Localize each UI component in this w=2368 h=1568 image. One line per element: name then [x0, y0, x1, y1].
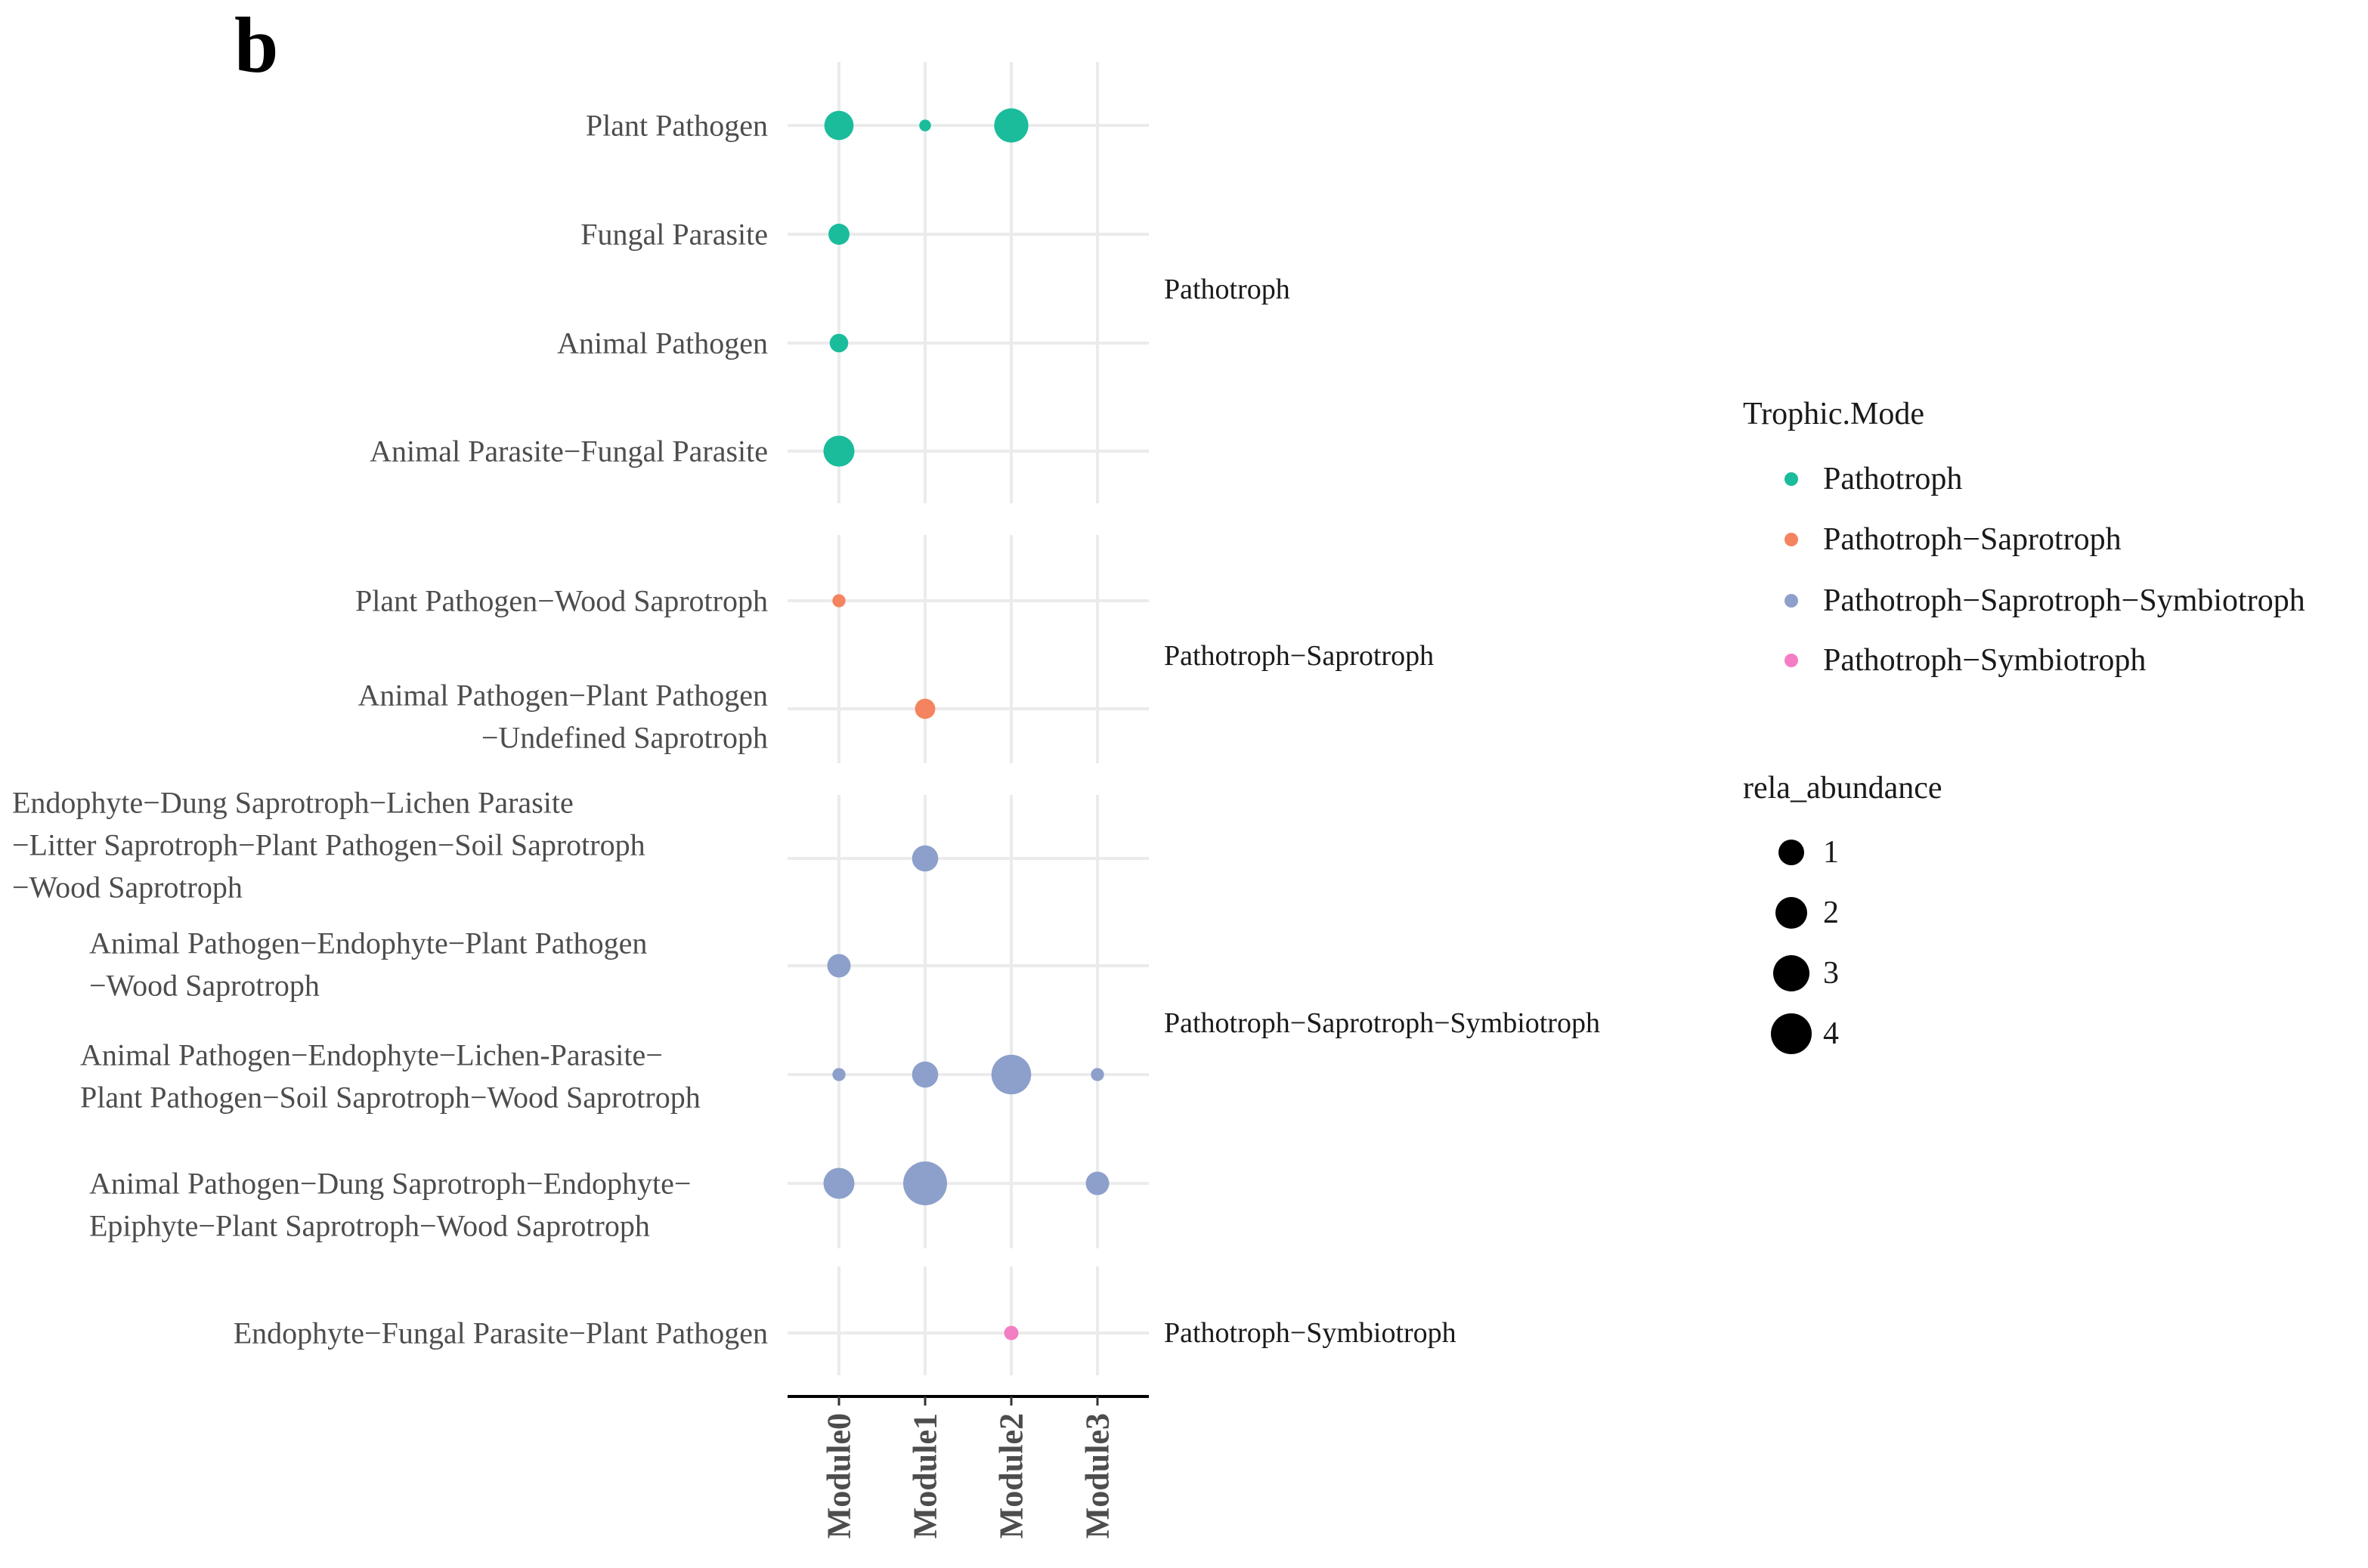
row-label: Animal Pathogen: [557, 326, 768, 360]
data-point: [903, 1161, 947, 1205]
row-label: Fungal Parasite: [580, 218, 768, 252]
legend-size-key: [1778, 840, 1804, 865]
x-axis: Module0 Module1 Module2 Module3: [788, 1395, 1149, 1539]
data-point: [915, 698, 936, 719]
trophic-mode-legend: Trophic.Mode Pathotroph Pathotroph−Saprotr…: [1743, 397, 2305, 678]
row-label: Animal Pathogen−Endophyte−Lichen-Parasit…: [80, 1038, 663, 1072]
row-label: Epiphyte−Plant Saprotroph−Wood Saprotrop…: [89, 1209, 650, 1243]
data-point: [991, 1054, 1032, 1095]
x-tick-label: Module1: [907, 1413, 944, 1539]
data-point: [919, 119, 931, 131]
row-label: Endophyte−Fungal Parasite−Plant Pathogen: [234, 1316, 768, 1350]
legend-color-key: [1785, 654, 1798, 667]
legend-color-label: Pathotroph−Saprotroph: [1823, 522, 2122, 557]
facet-label: Pathotroph−Saprotroph−Symbiotroph: [1164, 1007, 1600, 1039]
x-tick-label: Module0: [821, 1413, 858, 1539]
legend-size-label: 1: [1823, 835, 1839, 870]
row-label: Animal Pathogen−Endophyte−Plant Pathogen: [89, 926, 647, 960]
legend-title: rela_abundance: [1743, 771, 1942, 806]
facet-label: Pathotroph−Saprotroph: [1164, 640, 1434, 672]
data-point: [1091, 1068, 1104, 1081]
legend-color-key: [1785, 472, 1798, 486]
data-point: [823, 1167, 855, 1199]
row-label: −Litter Saprotroph−Plant Pathogen−Soil S…: [12, 828, 645, 862]
legend-color-label: Pathotroph: [1823, 462, 1962, 496]
row-label: Endophyte−Dung Saprotroph−Lichen Parasit…: [12, 786, 574, 820]
legend-color-key: [1785, 594, 1798, 608]
data-point: [1004, 1325, 1019, 1341]
data-point: [994, 108, 1029, 143]
data-point: [832, 594, 846, 608]
row-label: Plant Pathogen−Soil Saprotroph−Wood Sapr…: [80, 1081, 701, 1115]
legend-size-label: 3: [1823, 956, 1839, 991]
row-label: Animal Pathogen−Dung Saprotroph−Endophyt…: [89, 1167, 691, 1201]
legend-size-label: 2: [1823, 895, 1839, 930]
legend-color-label: Pathotroph−Symbiotroph: [1823, 643, 2146, 678]
data-point: [829, 333, 849, 353]
legend-size-key: [1771, 1013, 1812, 1054]
data-point: [823, 435, 855, 467]
abundance-size-legend: rela_abundance 1 2 3 4: [1743, 771, 1942, 1054]
legend-title: Trophic.Mode: [1743, 397, 1924, 431]
data-point: [827, 954, 851, 978]
row-label: −Wood Saprotroph: [12, 871, 243, 905]
legend-size-label: 4: [1823, 1016, 1839, 1051]
data-point: [824, 110, 854, 141]
data-point: [912, 845, 939, 872]
row-label: Plant Pathogen−Wood Saprotroph: [355, 584, 768, 618]
facet-labels: Pathotroph Pathotroph−Saprotroph Pathotrop…: [1164, 274, 1600, 1349]
facet-label: Pathotroph: [1164, 274, 1290, 305]
data-point: [1085, 1171, 1110, 1195]
bubble-points: [823, 108, 1110, 1341]
data-point: [832, 1068, 846, 1081]
panel-label: b: [234, 1, 278, 89]
row-label: Animal Pathogen−Plant Pathogen: [358, 679, 769, 713]
row-label: Plant Pathogen: [586, 109, 768, 143]
data-point: [828, 224, 850, 245]
facet-label: Pathotroph−Symbiotroph: [1164, 1317, 1456, 1349]
x-tick-label: Module2: [993, 1413, 1030, 1539]
row-labels: Plant Pathogen Fungal Parasite Animal Path…: [12, 109, 768, 1350]
x-tick-label: Module3: [1079, 1413, 1116, 1539]
legend-color-key: [1785, 533, 1798, 546]
legend-size-key: [1773, 955, 1809, 991]
legend-color-label: Pathotroph−Saprotroph−Symbiotroph: [1823, 583, 2305, 618]
row-label: Animal Parasite−Fungal Parasite: [370, 435, 768, 469]
row-label: −Undefined Saprotroph: [481, 721, 768, 755]
legend-size-key: [1775, 897, 1807, 929]
data-point: [912, 1061, 939, 1088]
row-label: −Wood Saprotroph: [89, 969, 320, 1003]
